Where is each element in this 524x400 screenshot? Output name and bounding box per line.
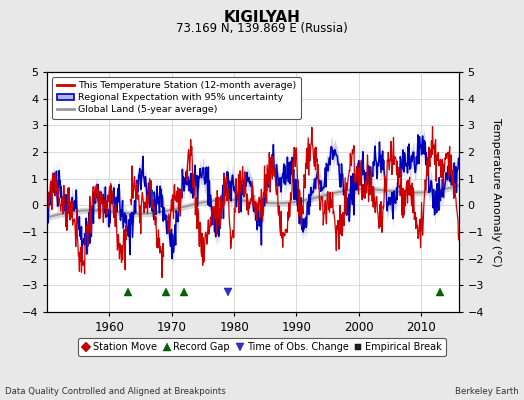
Text: Berkeley Earth: Berkeley Earth [455, 387, 519, 396]
Legend: Station Move, Record Gap, Time of Obs. Change, Empirical Break: Station Move, Record Gap, Time of Obs. C… [78, 338, 446, 356]
Text: Data Quality Controlled and Aligned at Breakpoints: Data Quality Controlled and Aligned at B… [5, 387, 226, 396]
Y-axis label: Temperature Anomaly (°C): Temperature Anomaly (°C) [490, 118, 501, 266]
Legend: This Temperature Station (12-month average), Regional Expectation with 95% uncer: This Temperature Station (12-month avera… [52, 77, 301, 119]
Text: KIGILYAH: KIGILYAH [224, 10, 300, 25]
Text: 73.169 N, 139.869 E (Russia): 73.169 N, 139.869 E (Russia) [176, 22, 348, 35]
